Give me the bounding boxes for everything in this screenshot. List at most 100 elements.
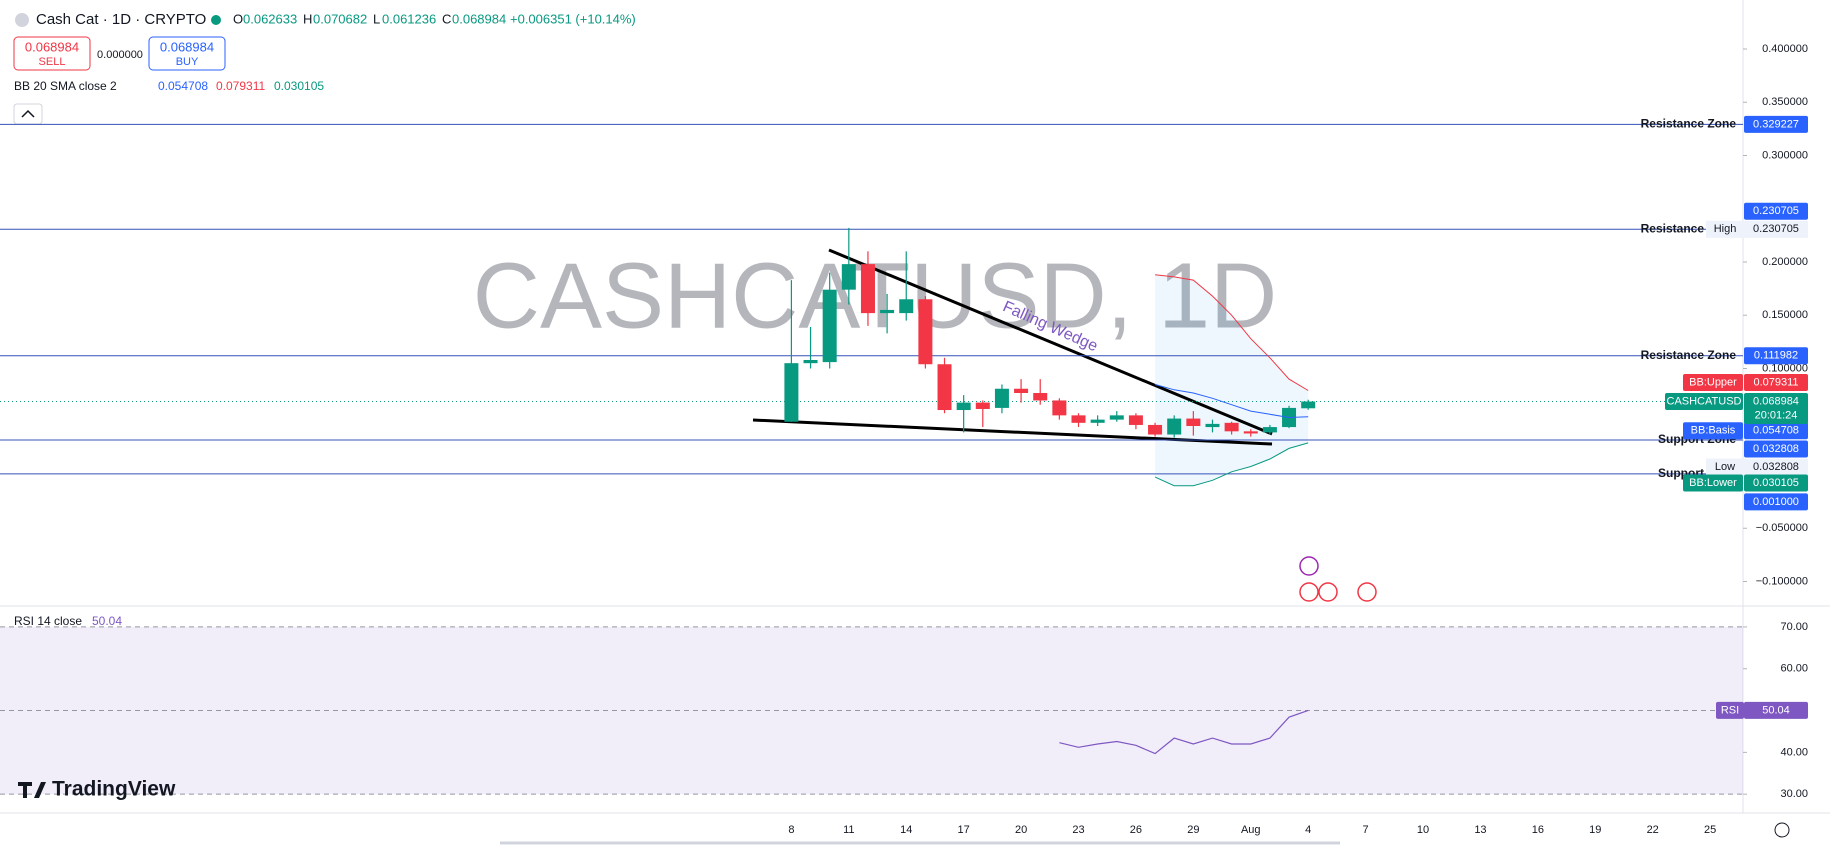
level-value-box bbox=[1744, 202, 1808, 220]
y-tick-label: 0.200000 bbox=[1762, 256, 1808, 268]
event-icon[interactable] bbox=[1299, 556, 1319, 576]
level-value: 0.230705 bbox=[1753, 205, 1799, 217]
ohlc-value: 0.070682 bbox=[313, 11, 367, 26]
collapse-button[interactable] bbox=[13, 103, 43, 125]
bb-value-box bbox=[1744, 422, 1808, 440]
bb-line bbox=[1154, 384, 1309, 419]
rsi-indicator-name[interactable]: RSI 14 close bbox=[14, 614, 82, 628]
extreme-value-box bbox=[1744, 220, 1808, 238]
extreme-name-box bbox=[1706, 220, 1744, 238]
candle-body bbox=[1243, 431, 1258, 434]
bb-name: BB:Upper bbox=[1689, 376, 1737, 388]
x-tick-label: 23 bbox=[1072, 824, 1084, 836]
candle-body bbox=[975, 402, 990, 409]
candle-body bbox=[994, 388, 1009, 408]
buy-button[interactable] bbox=[148, 36, 226, 71]
candle-body bbox=[937, 364, 952, 411]
sell-button[interactable] bbox=[13, 36, 91, 71]
ohlc-key: L bbox=[373, 11, 380, 26]
sell-price: 0.068984 bbox=[25, 39, 79, 54]
rsi-indicator-value: 50.04 bbox=[92, 614, 122, 628]
symbol-logo bbox=[15, 13, 29, 27]
candle-body bbox=[1014, 388, 1029, 393]
event-icon[interactable] bbox=[1299, 582, 1319, 602]
x-tick-label: 4 bbox=[1305, 824, 1311, 836]
candle-body bbox=[1262, 427, 1277, 433]
y-tick-label: 0.350000 bbox=[1762, 96, 1808, 108]
candle-body bbox=[918, 299, 933, 365]
extreme-name: High bbox=[1714, 223, 1737, 235]
logo-mark bbox=[18, 782, 46, 798]
candle-body bbox=[1167, 418, 1182, 435]
candle-body bbox=[1109, 415, 1124, 420]
event-icon[interactable] bbox=[1318, 582, 1338, 602]
candle-body bbox=[899, 299, 914, 314]
market-status[interactable] bbox=[211, 15, 221, 25]
level-value-box bbox=[1744, 115, 1808, 133]
event-icon[interactable] bbox=[1357, 582, 1377, 602]
last-price-box bbox=[1744, 393, 1808, 411]
x-tick-label: 14 bbox=[900, 824, 912, 836]
bb-name-box bbox=[1683, 422, 1743, 440]
level-value: 0.001000 bbox=[1753, 496, 1799, 508]
bb-line bbox=[1155, 274, 1309, 391]
candle-body bbox=[1148, 424, 1163, 435]
candle-body bbox=[1033, 392, 1048, 401]
x-tick-label: 8 bbox=[788, 824, 794, 836]
candle-body bbox=[1128, 415, 1143, 425]
rsi-name-box bbox=[1716, 701, 1744, 719]
x-tick-label: 29 bbox=[1187, 824, 1199, 836]
collapse-icon bbox=[21, 109, 35, 118]
y-tick-label: 0.400000 bbox=[1762, 43, 1808, 55]
x-tick-label: 26 bbox=[1130, 824, 1142, 836]
change: +0.006351 (+10.14%) bbox=[510, 11, 636, 26]
extreme-value: 0.230705 bbox=[1753, 223, 1799, 235]
candle-body bbox=[1052, 400, 1067, 416]
x-tick-label: 16 bbox=[1532, 824, 1544, 836]
symbol[interactable]: Cash Cat · 1D · CRYPTO bbox=[36, 11, 206, 28]
x-tick-label: 19 bbox=[1589, 824, 1601, 836]
bb-name-box bbox=[1683, 474, 1743, 492]
level-value-box bbox=[1744, 493, 1808, 511]
candle-body bbox=[1301, 401, 1316, 409]
buy-price: 0.068984 bbox=[160, 39, 214, 54]
x-tick-label: 25 bbox=[1704, 824, 1716, 836]
y-tick-label: 0.300000 bbox=[1762, 149, 1808, 161]
ohlc-key: H bbox=[303, 11, 312, 26]
last-name: CASHCATUSD bbox=[1667, 395, 1742, 407]
spread: 0.000000 bbox=[97, 49, 143, 61]
last-price: 0.068984 bbox=[1753, 395, 1799, 407]
x-tick-label: 7 bbox=[1363, 824, 1369, 836]
candle-body bbox=[860, 264, 875, 314]
x-tick-label: 20 bbox=[1015, 824, 1027, 836]
sell-label: SELL bbox=[39, 56, 66, 68]
y-tick-label: 40.00 bbox=[1780, 746, 1808, 758]
logo[interactable]: TradingView bbox=[52, 778, 176, 801]
indicator-value: 0.030105 bbox=[274, 79, 324, 93]
countdown-box bbox=[1744, 407, 1808, 425]
level-value: 0.032808 bbox=[1753, 443, 1799, 455]
last-name-box bbox=[1665, 393, 1743, 411]
wedge-upper-line[interactable] bbox=[828, 248, 1273, 436]
candle-body bbox=[784, 363, 799, 422]
bb-name-box bbox=[1683, 374, 1743, 392]
settings-icon[interactable] bbox=[1774, 822, 1790, 838]
y-tick-label: 70.00 bbox=[1780, 621, 1808, 633]
bb-line bbox=[1154, 442, 1309, 487]
y-tick-label: −0.100000 bbox=[1756, 575, 1808, 587]
bb-name: BB:Basis bbox=[1691, 425, 1736, 437]
candle-body bbox=[822, 289, 837, 363]
indicator-name[interactable]: BB 20 SMA close 2 bbox=[14, 79, 117, 93]
x-tick-label: 13 bbox=[1474, 824, 1486, 836]
rsi-value-box bbox=[1744, 701, 1808, 719]
bb-name: BB:Lower bbox=[1689, 477, 1737, 489]
rsi-name: RSI bbox=[1721, 704, 1739, 716]
level-value: 0.329227 bbox=[1753, 118, 1799, 130]
level-value-box bbox=[1744, 347, 1808, 365]
ohlc-key: C bbox=[442, 11, 451, 26]
watermark: CASHCATUSD, 1D bbox=[473, 244, 1277, 348]
ohlc-value: 0.062633 bbox=[243, 11, 297, 26]
candle-body bbox=[880, 309, 895, 314]
bb-value: 0.079311 bbox=[1753, 376, 1798, 388]
